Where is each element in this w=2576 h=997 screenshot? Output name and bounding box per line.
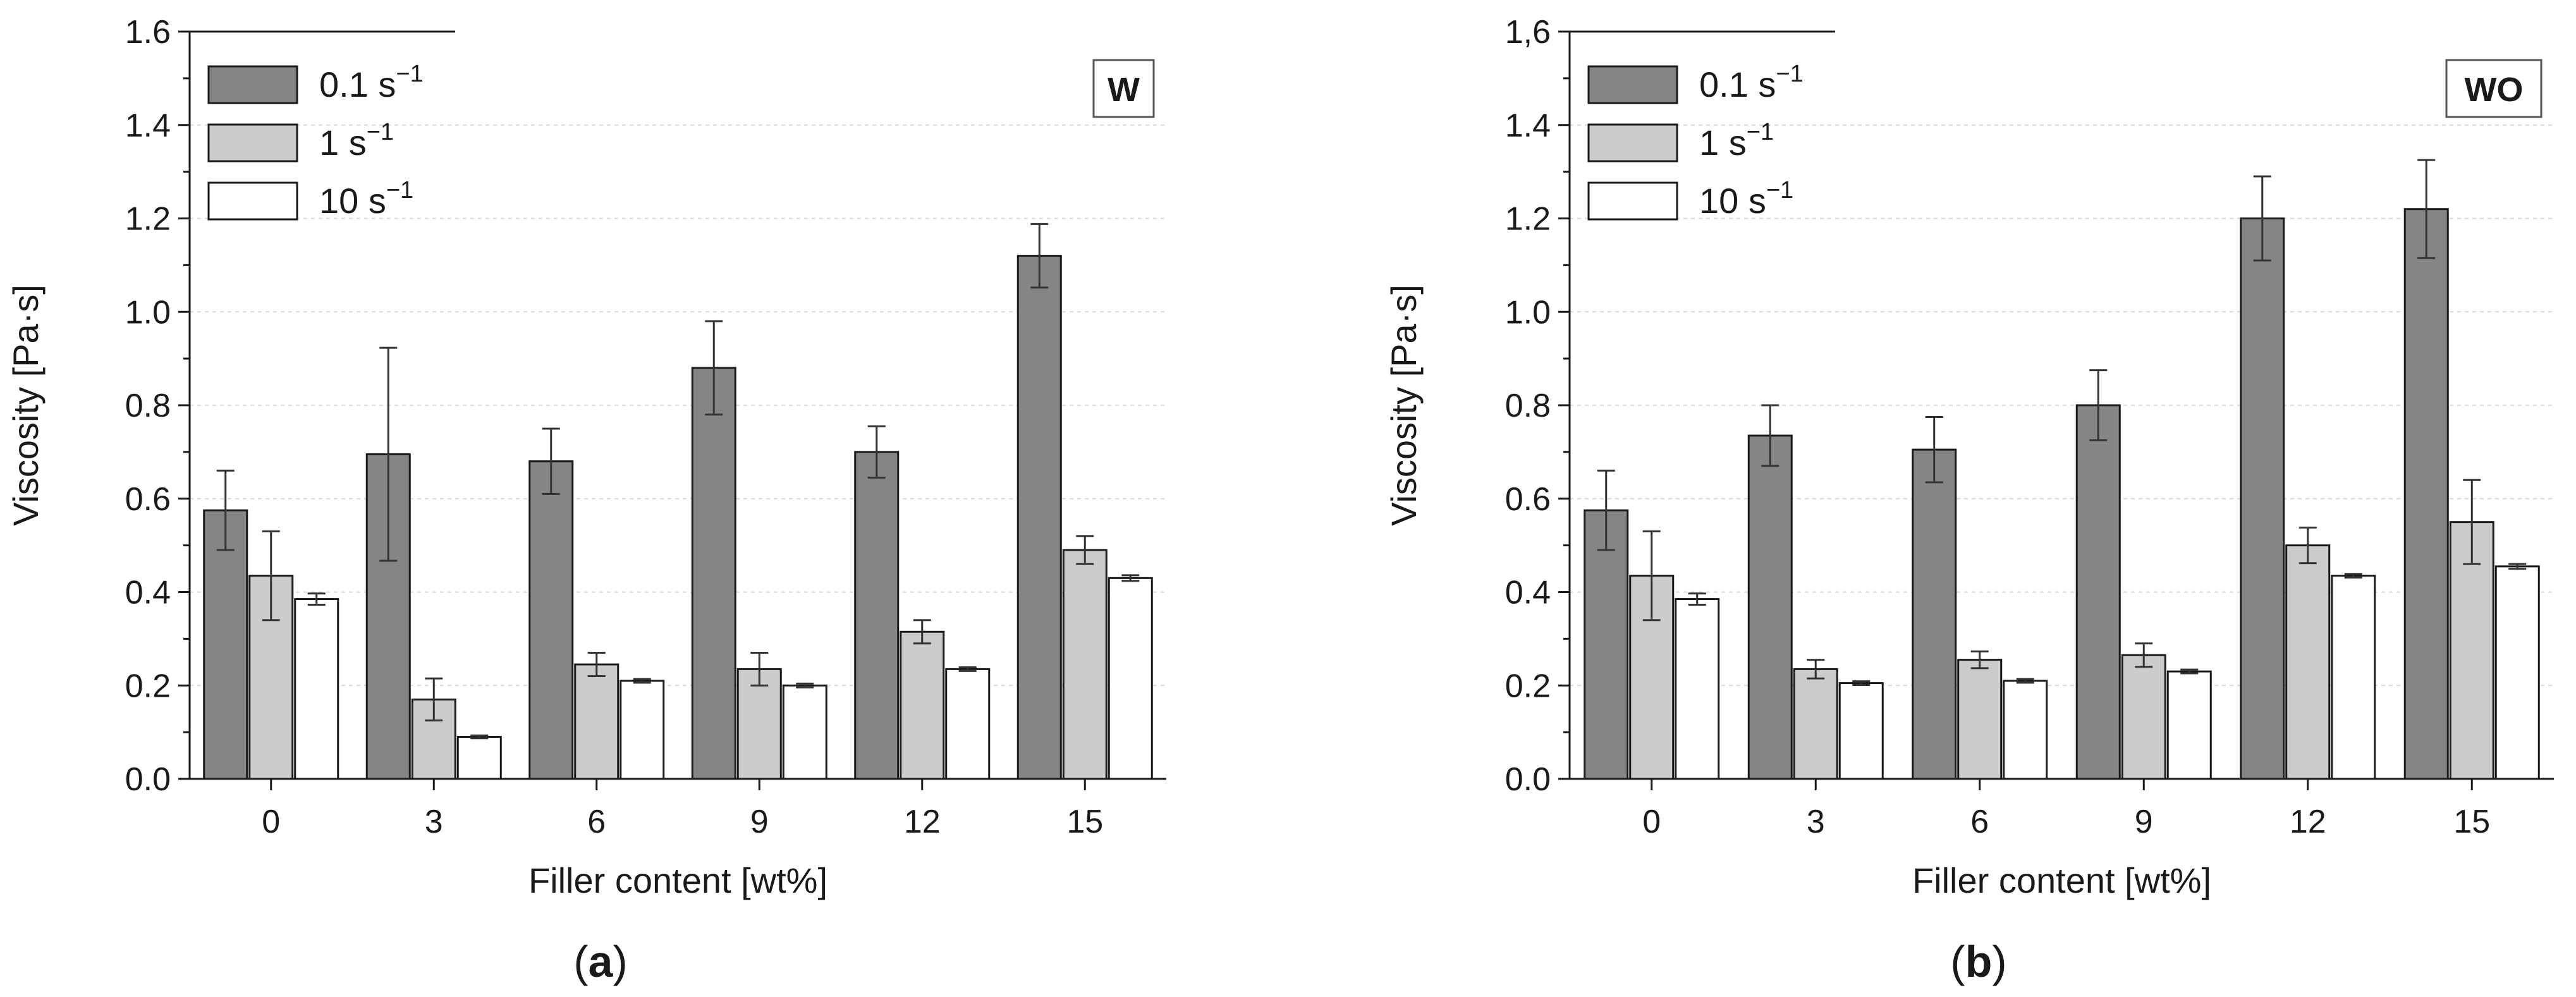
panel-tag-box (1092, 59, 1155, 118)
x-tick-label: 6 (1970, 804, 1989, 840)
bar-a-s1-c2 (574, 663, 620, 780)
y-tick-label: 0.8 (125, 388, 171, 424)
legend-swatch (1587, 123, 1678, 162)
bar-a-s1-c3 (736, 668, 782, 780)
bar-b-s1-c1 (1793, 668, 1838, 780)
y-tick-label: 1.4 (125, 107, 171, 144)
bar-a-s2-c1 (456, 736, 502, 780)
legend-swatch (207, 65, 298, 104)
bar-b-s2-c0 (1675, 598, 1720, 780)
bar-b-s0-c5 (2403, 208, 2449, 780)
x-tick-label: 15 (2453, 804, 2490, 840)
bar-b-s2-c1 (1838, 682, 1884, 780)
y-tick-label: 0.6 (125, 481, 171, 518)
x-tick-label: 3 (1807, 804, 1825, 840)
legend-label: 10 s−1 (1699, 177, 1793, 221)
bar-b-s2-c2 (2003, 680, 2048, 780)
bar-b-s2-c4 (2331, 575, 2376, 780)
chart-panel-b: 0.0 0.2 0.4 0.6 0.8 1.0 1.2 1.4 1,6 0 3 6 9 12 15 Fille… (1384, 14, 2554, 986)
y-tick-label: 0.6 (1505, 481, 1551, 518)
bar-a-s0-c3 (691, 367, 736, 780)
bar-a-s0-c4 (854, 451, 900, 780)
x-tick-label: 6 (587, 804, 606, 840)
bar-a-s2-c3 (782, 684, 827, 780)
y-tick-label: 1,6 (1505, 14, 1551, 51)
panel-tag: WO (2465, 71, 2524, 109)
y-tick-label: 0.0 (1505, 761, 1551, 798)
bar-b-s0-c2 (1912, 448, 1957, 780)
bar-b-s0-c3 (2075, 404, 2121, 780)
y-tick-label: 1.4 (1505, 107, 1551, 144)
y-tick-label: 0.2 (1505, 668, 1551, 704)
y-tick-label: 1.2 (125, 201, 171, 238)
panel-tag: W (1108, 71, 1140, 109)
bar-b-s0-c4 (2240, 217, 2285, 780)
x-tick-label: 0 (262, 804, 280, 840)
x-tick-label: 15 (1066, 804, 1103, 840)
x-tick-label: 3 (425, 804, 443, 840)
x-tick-label: 9 (2135, 804, 2153, 840)
bar-b-s1-c2 (1957, 659, 2003, 780)
y-tick-label: 1.0 (125, 294, 171, 331)
y-tick-label: 1.0 (1505, 294, 1551, 331)
x-tick-label: 9 (750, 804, 769, 840)
legend-label: 10 s−1 (319, 177, 413, 221)
bar-a-s1-c4 (900, 630, 945, 780)
bar-b-s1-c3 (2121, 654, 2166, 780)
panel-caption: (a) (573, 937, 628, 986)
legend-label: 1 s−1 (319, 119, 394, 162)
legend-label: 0.1 s−1 (1699, 61, 1804, 104)
bar-a-s0-c2 (528, 460, 574, 780)
x-tick-label: 12 (904, 804, 941, 840)
bar-a-s0-c5 (1016, 255, 1062, 780)
y-tick-label: 0.4 (125, 575, 171, 611)
bar-a-s2-c5 (1108, 577, 1153, 780)
bar-b-s0-c1 (1747, 434, 1793, 780)
y-axis-title: Viscosity [Pa·s] (1384, 284, 1424, 526)
x-tick-label: 12 (2290, 804, 2326, 840)
y-tick-label: 1.2 (1505, 201, 1551, 238)
bar-b-s2-c5 (2494, 565, 2540, 780)
legend-label: 0.1 s−1 (319, 61, 424, 104)
bar-b-s2-c3 (2166, 670, 2212, 780)
y-tick-label: 0.2 (125, 668, 171, 704)
x-tick-label: 0 (1642, 804, 1661, 840)
x-axis-title: Filler content [wt%] (528, 860, 827, 900)
y-tick-label: 0.4 (1505, 575, 1551, 611)
bar-a-s1-c5 (1062, 549, 1108, 780)
y-tick-label: 0.8 (1505, 388, 1551, 424)
bar-b-s1-c4 (2285, 544, 2331, 780)
legend-swatch (207, 123, 298, 162)
bar-a-s2-c4 (945, 668, 991, 780)
x-axis-title: Filler content [wt%] (1912, 860, 2211, 900)
y-tick-label: 1.6 (125, 14, 171, 51)
chart-panel-a: 0.0 0.2 0.4 0.6 0.8 1.0 1.2 1.4 1.6 0 3 6 9 12 15 Fille… (6, 14, 1166, 986)
legend-swatch (1587, 181, 1678, 221)
bar-a-s2-c2 (620, 680, 665, 780)
bar-a-s2-c0 (294, 598, 339, 780)
panel-tag-box (2445, 59, 2542, 118)
legend-swatch (207, 181, 298, 221)
y-axis-title: Viscosity [Pa·s] (6, 284, 46, 526)
legend-swatch (1587, 65, 1678, 104)
panel-caption: (b) (1950, 937, 2006, 986)
legend-label: 1 s−1 (1699, 119, 1774, 162)
y-tick-label: 0.0 (125, 761, 171, 798)
